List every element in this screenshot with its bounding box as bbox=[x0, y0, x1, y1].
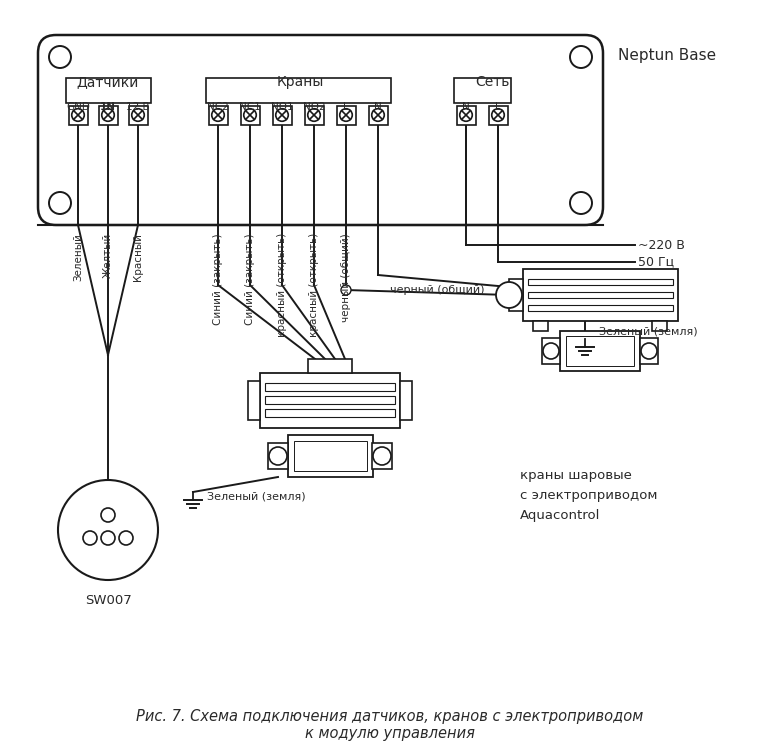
Circle shape bbox=[269, 447, 287, 465]
Bar bbox=[129, 105, 147, 124]
Text: красный (открыть): красный (открыть) bbox=[277, 233, 287, 337]
Circle shape bbox=[641, 343, 657, 359]
Circle shape bbox=[101, 531, 115, 545]
Bar bbox=[288, 435, 373, 477]
Bar bbox=[304, 105, 324, 124]
Circle shape bbox=[340, 108, 353, 121]
Bar bbox=[453, 78, 510, 102]
Circle shape bbox=[308, 108, 321, 121]
Text: N: N bbox=[462, 102, 470, 112]
Text: N: N bbox=[374, 102, 382, 112]
Circle shape bbox=[570, 46, 592, 68]
Text: Зеленый: Зеленый bbox=[73, 233, 83, 281]
Text: 1N: 1N bbox=[100, 102, 116, 112]
Text: NC1: NC1 bbox=[239, 102, 261, 112]
Text: NC2: NC2 bbox=[207, 102, 229, 112]
Circle shape bbox=[543, 343, 559, 359]
Text: черный (общий): черный (общий) bbox=[390, 285, 484, 295]
Circle shape bbox=[49, 46, 71, 68]
Circle shape bbox=[341, 285, 351, 295]
Bar bbox=[528, 305, 673, 311]
Circle shape bbox=[72, 108, 84, 121]
Bar bbox=[652, 321, 667, 331]
Text: Синий (закрыть): Синий (закрыть) bbox=[213, 233, 223, 325]
Bar bbox=[400, 381, 412, 420]
Bar bbox=[560, 331, 640, 371]
FancyBboxPatch shape bbox=[38, 35, 603, 225]
Bar bbox=[368, 105, 388, 124]
Circle shape bbox=[101, 508, 115, 522]
Bar bbox=[294, 441, 367, 471]
Text: GND: GND bbox=[66, 102, 90, 112]
Text: L: L bbox=[495, 102, 501, 112]
Bar bbox=[98, 105, 118, 124]
Bar bbox=[528, 292, 673, 298]
Bar bbox=[265, 409, 395, 417]
Bar bbox=[240, 105, 260, 124]
Circle shape bbox=[132, 108, 144, 121]
Circle shape bbox=[83, 531, 97, 545]
Text: 12 B: 12 B bbox=[126, 102, 150, 112]
Bar bbox=[372, 443, 392, 469]
Bar bbox=[456, 105, 476, 124]
Circle shape bbox=[211, 108, 225, 121]
Bar bbox=[66, 78, 151, 102]
Text: NO2: NO2 bbox=[303, 102, 325, 112]
Text: Сеть: Сеть bbox=[475, 75, 509, 89]
Text: Рис. 7. Схема подключения датчиков, кранов с электроприводом
к модулю управления: Рис. 7. Схема подключения датчиков, кран… bbox=[136, 709, 644, 741]
Bar bbox=[69, 105, 87, 124]
Bar bbox=[265, 383, 395, 391]
Bar bbox=[542, 338, 560, 364]
Bar bbox=[523, 269, 678, 321]
Bar bbox=[528, 279, 673, 285]
Text: Neptun Base: Neptun Base bbox=[618, 47, 716, 62]
Text: Синий (закрыть): Синий (закрыть) bbox=[245, 233, 255, 325]
Text: L: L bbox=[343, 102, 349, 112]
Bar bbox=[640, 338, 658, 364]
Text: Краны: Краны bbox=[276, 75, 324, 89]
Circle shape bbox=[373, 447, 391, 465]
Circle shape bbox=[49, 192, 71, 214]
Circle shape bbox=[276, 108, 289, 121]
Bar bbox=[488, 105, 508, 124]
Bar bbox=[533, 321, 548, 331]
Bar bbox=[260, 373, 400, 428]
Text: Зеленый (земля): Зеленый (земля) bbox=[599, 326, 697, 336]
Bar bbox=[509, 279, 523, 311]
Circle shape bbox=[243, 108, 257, 121]
Bar bbox=[336, 105, 356, 124]
Circle shape bbox=[496, 282, 522, 308]
Circle shape bbox=[119, 531, 133, 545]
Text: с электроприводом: с электроприводом bbox=[520, 489, 658, 501]
Text: черный (общий): черный (общий) bbox=[341, 233, 351, 322]
Text: Зеленый (земля): Зеленый (земля) bbox=[207, 491, 306, 501]
Bar bbox=[205, 78, 391, 102]
Text: 50 Гц: 50 Гц bbox=[638, 255, 674, 269]
Bar bbox=[272, 105, 292, 124]
Bar bbox=[248, 381, 260, 420]
Bar bbox=[268, 443, 288, 469]
Circle shape bbox=[570, 192, 592, 214]
Bar bbox=[265, 396, 395, 404]
Circle shape bbox=[459, 108, 472, 121]
Circle shape bbox=[101, 108, 114, 121]
Bar bbox=[566, 336, 634, 366]
Circle shape bbox=[491, 108, 504, 121]
Bar bbox=[308, 359, 352, 373]
Text: NO1: NO1 bbox=[271, 102, 293, 112]
Circle shape bbox=[372, 108, 385, 121]
Circle shape bbox=[58, 480, 158, 580]
Text: Красный: Красный bbox=[133, 233, 143, 281]
Text: Датчики: Датчики bbox=[76, 75, 139, 89]
Text: краны шаровые: краны шаровые bbox=[520, 468, 632, 481]
Text: ~220 В: ~220 В bbox=[638, 239, 685, 252]
Text: красный (открыть): красный (открыть) bbox=[309, 233, 319, 337]
Bar bbox=[208, 105, 228, 124]
Text: SW007: SW007 bbox=[84, 594, 131, 607]
Text: Желтый: Желтый bbox=[103, 233, 113, 279]
Text: Aquacontrol: Aquacontrol bbox=[520, 508, 601, 522]
